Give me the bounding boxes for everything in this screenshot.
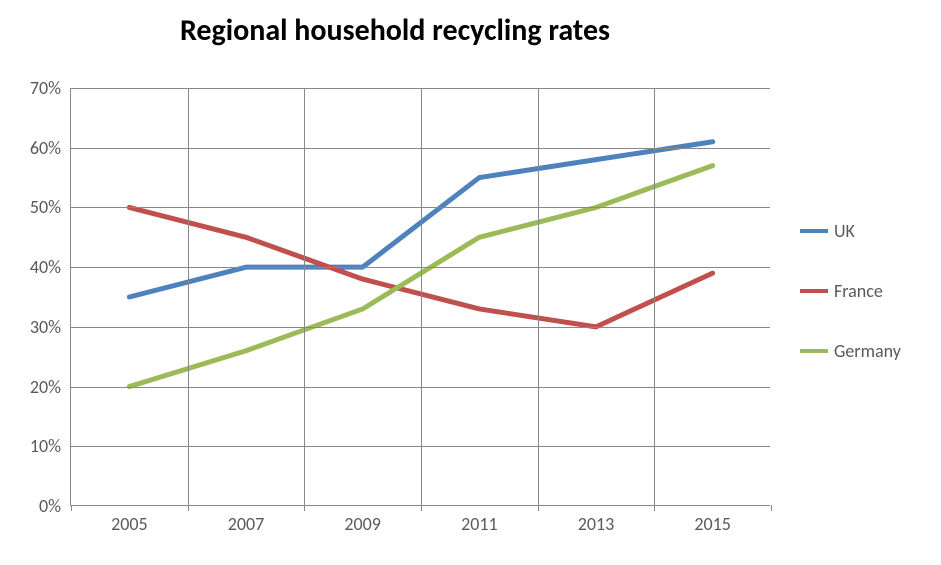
x-tick-mark	[421, 505, 422, 511]
y-tick-label: 40%	[30, 256, 61, 278]
y-tick-label: 0%	[39, 495, 61, 517]
x-tick-mark	[654, 505, 655, 511]
legend-item-germany: Germany	[800, 340, 901, 362]
x-tick-label: 2009	[344, 513, 381, 535]
chart-container: Regional household recycling rates 0%10%…	[0, 0, 941, 565]
x-gridline	[654, 88, 655, 505]
x-gridline	[188, 88, 189, 505]
x-tick-label: 2011	[461, 513, 498, 535]
x-gridline	[421, 88, 422, 505]
legend-item-france: France	[800, 280, 901, 302]
plot-area: 0%10%20%30%40%50%60%70%20052007200920112…	[70, 88, 770, 506]
y-tick-label: 50%	[30, 196, 61, 218]
y-tick-label: 10%	[30, 435, 61, 457]
legend-item-uk: UK	[800, 220, 901, 242]
legend-label: France	[834, 280, 883, 302]
legend-swatch	[800, 229, 828, 233]
chart-title: Regional household recycling rates	[0, 12, 790, 49]
x-tick-mark	[538, 505, 539, 511]
x-gridline	[304, 88, 305, 505]
legend-label: UK	[834, 220, 855, 242]
y-tick-label: 20%	[30, 376, 61, 398]
legend-swatch	[800, 289, 828, 293]
x-tick-mark	[304, 505, 305, 511]
legend-label: Germany	[834, 340, 901, 362]
x-tick-label: 2013	[578, 513, 615, 535]
x-tick-mark	[71, 505, 72, 511]
y-tick-label: 70%	[30, 77, 61, 99]
y-tick-label: 30%	[30, 316, 61, 338]
x-tick-mark	[771, 505, 772, 511]
x-tick-mark	[188, 505, 189, 511]
x-gridline	[538, 88, 539, 505]
legend: UK France Germany	[800, 220, 901, 362]
x-tick-label: 2005	[111, 513, 148, 535]
y-tick-label: 60%	[30, 137, 61, 159]
x-tick-label: 2007	[228, 513, 265, 535]
x-tick-label: 2015	[694, 513, 731, 535]
legend-swatch	[800, 349, 828, 353]
